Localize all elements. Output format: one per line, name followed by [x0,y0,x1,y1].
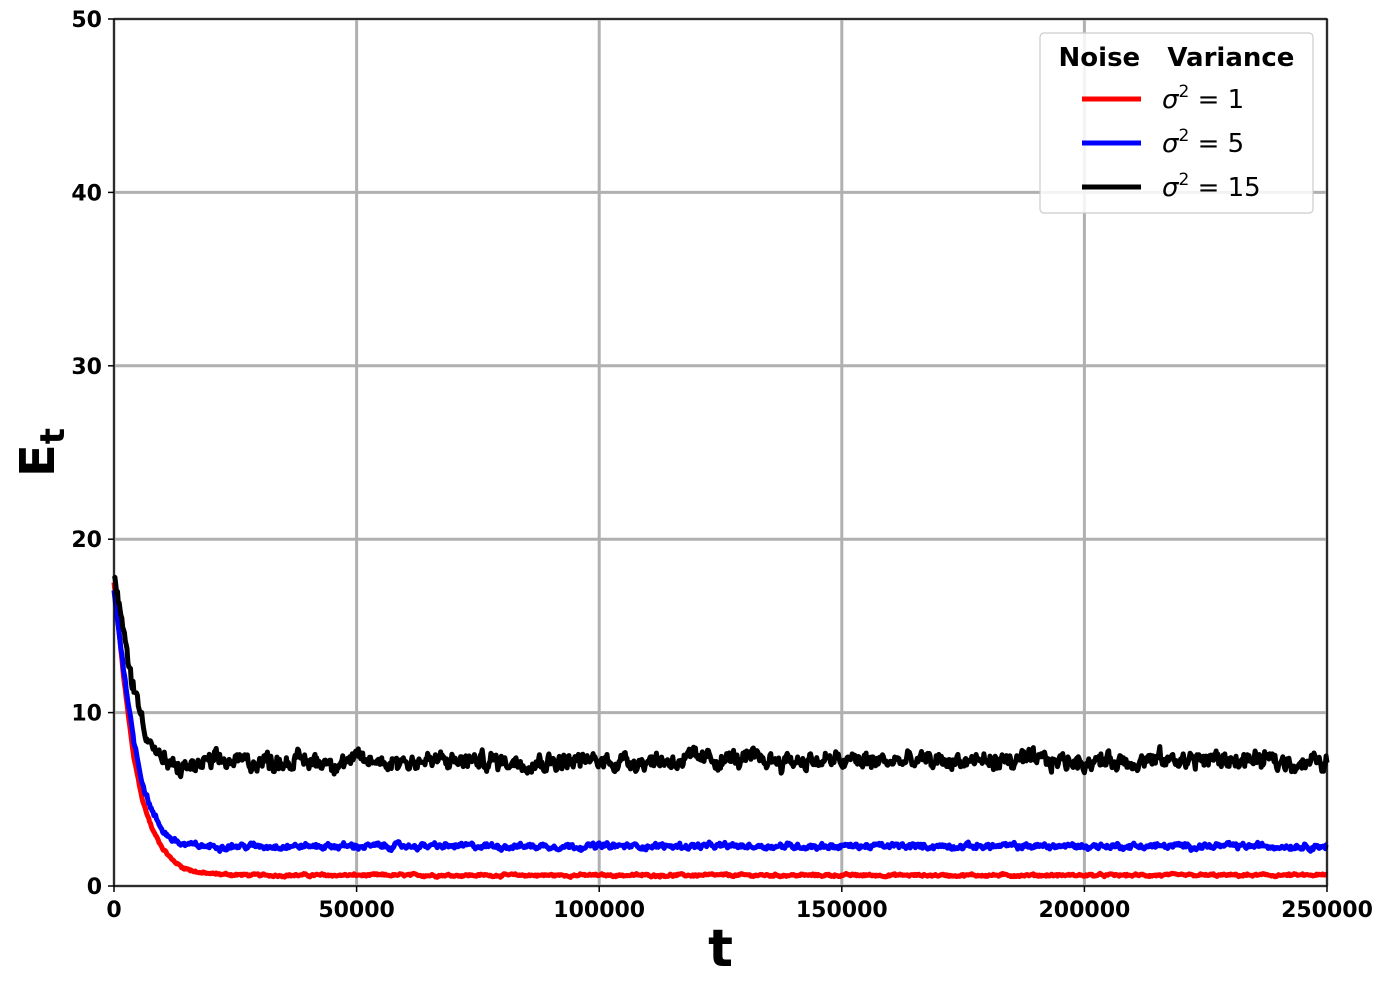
y-tick-label: 0 [87,875,102,900]
x-tick-label: 50000 [318,898,395,923]
series-line-0 [111,582,1329,880]
legend: Noise Variance σ2 = 1 σ2 = 5 σ2 = 15 [1039,32,1314,214]
y-tick-label: 50 [71,8,102,33]
y-tick-label: 40 [71,181,102,206]
legend-box [1039,32,1314,214]
y-axis-label-main: E [10,444,66,477]
y-axis-label: Et [10,428,73,477]
y-axis-label-subscript: t [33,428,73,444]
y-tick-label: 30 [71,355,102,380]
x-tick-labels: 0 50000 100000 150000 200000 250000 [106,886,1373,923]
y-tick-label: 10 [71,702,102,727]
legend-label-2: σ2 = 15 [1162,170,1261,203]
plot-frame [113,18,1328,887]
series-lines [111,574,1330,880]
x-tick-label: 200000 [1038,898,1130,923]
x-tick-label: 100000 [553,898,645,923]
legend-title: Noise Variance [1059,43,1295,73]
y-tick-labels: 0 10 20 30 40 50 [71,8,114,900]
series-line-2 [111,574,1330,780]
x-tick-label: 150000 [796,898,888,923]
legend-items: σ2 = 1 σ2 = 5 σ2 = 15 [1082,82,1261,203]
series-line-1 [111,590,1329,854]
legend-label-0: σ2 = 1 [1162,82,1244,115]
y-tick-label: 20 [71,528,102,553]
x-axis-label: t [708,919,733,979]
svg-text:Et: Et [10,428,73,477]
legend-label-1: σ2 = 5 [1162,126,1244,159]
x-tick-label: 250000 [1281,898,1373,923]
x-tick-label: 0 [106,898,121,923]
